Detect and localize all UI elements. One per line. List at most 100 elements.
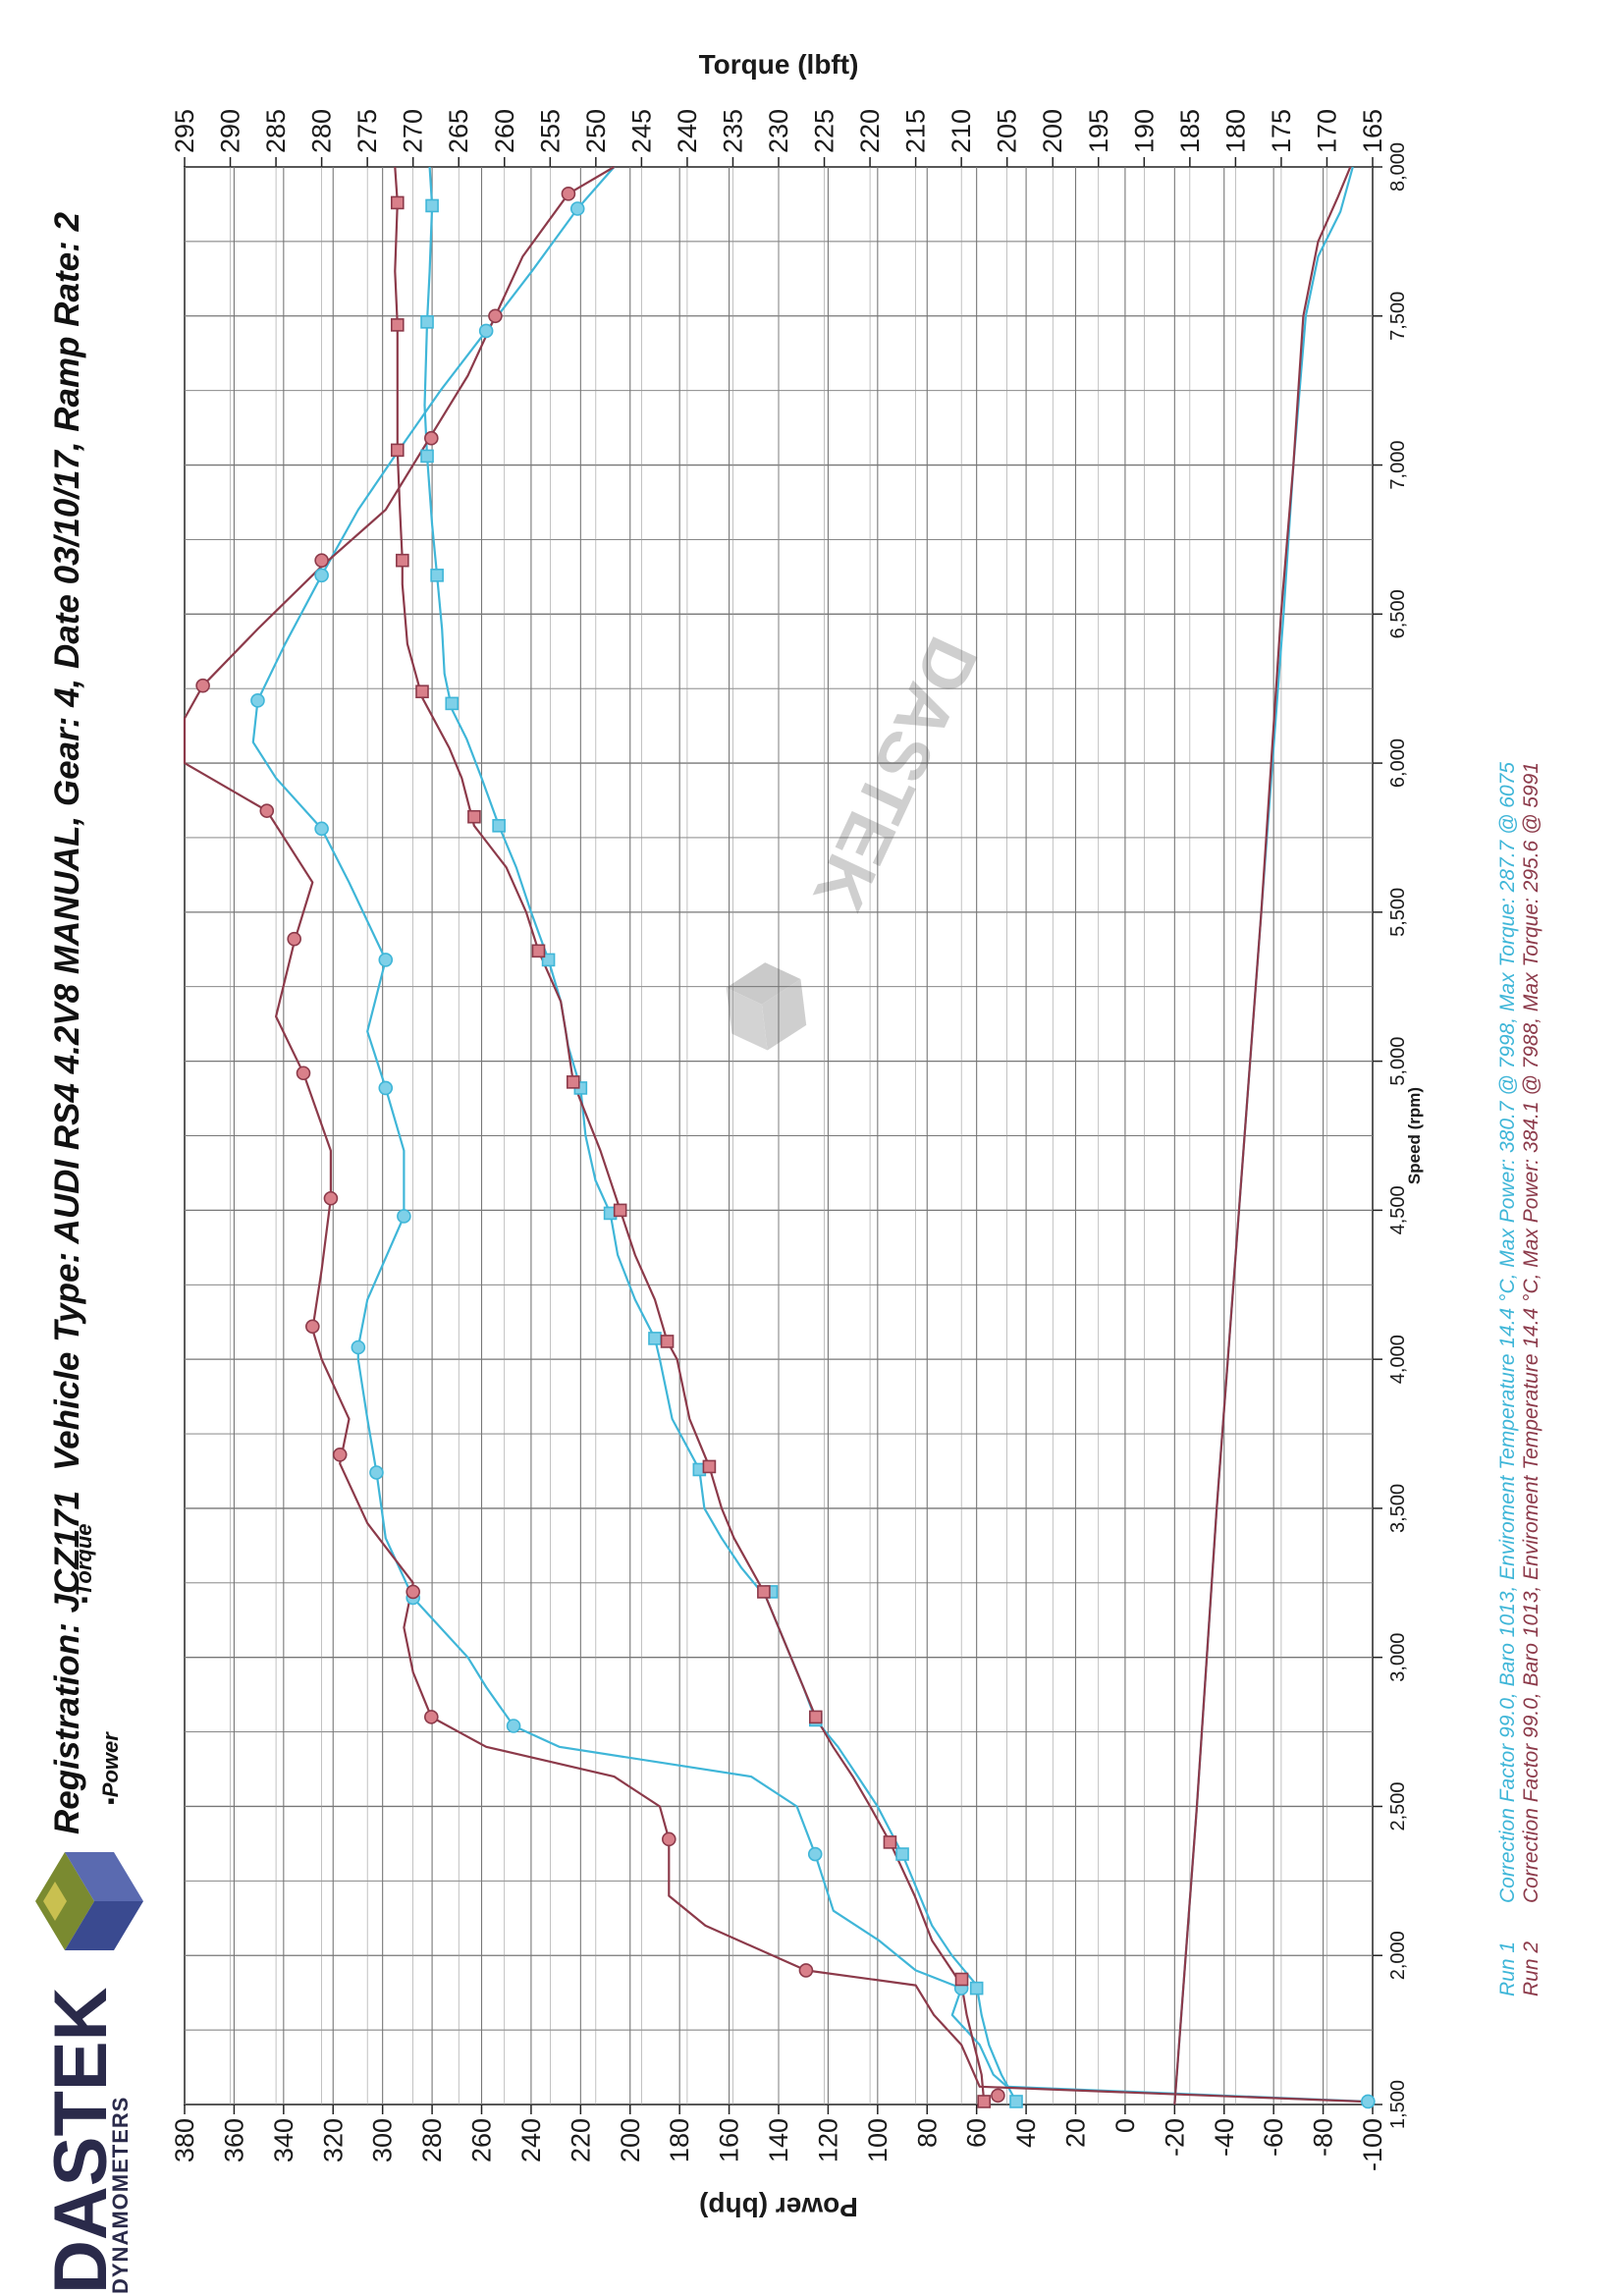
plot-area: 1,500 2,000 2,500 3,000 3,500 4,000 4,500 5,000… bbox=[170, 49, 1424, 2222]
y2-tick-label: 215 bbox=[901, 109, 931, 153]
run-2-power-marker bbox=[757, 1585, 771, 1599]
y-tick-label: 300 bbox=[368, 2118, 398, 2162]
run-1-power-marker bbox=[430, 569, 444, 582]
vehicle-label: Vehicle Type: AUDI RS4 4.2V8 MANUAL, Gea… bbox=[48, 212, 86, 1471]
run-2-torque-marker bbox=[305, 1319, 320, 1335]
x-tick-label: 3,500 bbox=[1387, 1484, 1409, 1533]
cube-logo-icon bbox=[35, 1852, 143, 1950]
y-tick-label: -20 bbox=[1160, 2118, 1189, 2157]
y-tick-label: 40 bbox=[1011, 2118, 1041, 2148]
run-2-power-marker bbox=[613, 1203, 627, 1218]
y-tick-label: 240 bbox=[516, 2118, 546, 2162]
y2-tick-label: 285 bbox=[261, 109, 291, 153]
y-tick-label: 280 bbox=[417, 2118, 447, 2162]
y2-tick-label: 210 bbox=[947, 109, 976, 153]
x-tick-label: 7,000 bbox=[1387, 441, 1409, 490]
run-2-power-marker bbox=[977, 2095, 992, 2108]
y2-tick-label: 180 bbox=[1220, 109, 1250, 153]
run-1-torque-marker bbox=[351, 1339, 366, 1355]
registration-label: Registration: JCZ171 bbox=[48, 1491, 86, 1834]
run-1-torque-marker bbox=[369, 1465, 384, 1480]
y2-tick-label: 275 bbox=[352, 109, 382, 153]
y2-tick-label: 220 bbox=[855, 109, 885, 153]
y2-tick-label: 235 bbox=[718, 109, 747, 153]
y2-tick-label: 270 bbox=[399, 109, 428, 153]
run2-label: Run 2 bbox=[1520, 1941, 1542, 1996]
x-tick-label: 8,000 bbox=[1387, 142, 1409, 191]
x-tick-label: 3,000 bbox=[1387, 1633, 1409, 1682]
x-tick-label: 1,500 bbox=[1387, 2080, 1409, 2129]
y2-tick-label: 240 bbox=[673, 109, 702, 153]
y2-tick-label: 255 bbox=[535, 109, 565, 153]
watermark-text: DASTEK bbox=[798, 626, 993, 922]
run-2-torque-marker bbox=[798, 1963, 814, 1978]
y-tick-label: 360 bbox=[219, 2118, 248, 2162]
vehicle-title: Registration: JCZ171 Vehicle Type: AUDI R… bbox=[48, 212, 86, 1834]
run-2-power-marker bbox=[467, 809, 481, 824]
y2-tick-label: 190 bbox=[1129, 109, 1159, 153]
run-1-torque-marker bbox=[807, 1846, 823, 1862]
run-2-power-marker bbox=[390, 195, 405, 210]
run1-summary: Correction Factor 99.0, Baro 1013, Envir… bbox=[1496, 762, 1519, 1903]
y-tick-label: 180 bbox=[665, 2118, 694, 2162]
run-2-torque-marker bbox=[259, 803, 275, 818]
run-1-power-marker bbox=[648, 1332, 662, 1345]
y-tick-label: -40 bbox=[1210, 2118, 1239, 2157]
y-tick-label: 160 bbox=[715, 2118, 744, 2162]
torque-key-label: ▪Torque bbox=[72, 1523, 96, 1604]
run-2-power-line bbox=[394, 166, 986, 2103]
run-1-torque-marker bbox=[478, 323, 494, 339]
y-tick-label: -60 bbox=[1259, 2118, 1288, 2157]
y-tick-label: -100 bbox=[1358, 2118, 1387, 2171]
run-2-torque-marker bbox=[323, 1190, 339, 1206]
run-1-power-marker bbox=[445, 696, 460, 711]
run-2-loss-line bbox=[1173, 166, 1352, 2105]
run-2-torque-marker bbox=[991, 2088, 1005, 2104]
y-tick-label: 220 bbox=[566, 2118, 595, 2162]
run-2-torque-marker bbox=[488, 308, 503, 324]
y-tick-label: 380 bbox=[170, 2118, 199, 2162]
run-2-torque-marker bbox=[406, 1584, 420, 1600]
y-tick-label: 140 bbox=[764, 2118, 793, 2162]
run-1-power-marker bbox=[492, 819, 506, 833]
y2-tick-label: 280 bbox=[307, 109, 337, 153]
y2-tick-label: 260 bbox=[490, 109, 519, 153]
x-tick-label: 2,500 bbox=[1387, 1781, 1409, 1831]
run-2-power-marker bbox=[415, 684, 429, 699]
x-tick-label: 2,000 bbox=[1387, 1931, 1409, 1980]
y-tick-label: 60 bbox=[962, 2118, 992, 2148]
y-tick-label: 200 bbox=[616, 2118, 645, 2162]
run-2-power-marker bbox=[396, 553, 409, 568]
x-tick-label: 4,500 bbox=[1387, 1185, 1409, 1234]
y-tick-label: 120 bbox=[813, 2118, 842, 2162]
run-1-torque-marker bbox=[1361, 2094, 1376, 2109]
x-tick-label: 6,500 bbox=[1387, 589, 1409, 638]
y2-tick-label: 170 bbox=[1312, 109, 1341, 153]
y-tick-label: 320 bbox=[318, 2118, 348, 2162]
run-2-torque-line bbox=[183, 166, 1364, 2104]
y2-axis-label: Torque (lbft) bbox=[699, 49, 859, 80]
logo-subtext: DYNAMOMETERS bbox=[108, 2097, 133, 2294]
y2-tick-label: 165 bbox=[1358, 109, 1387, 153]
y-tick-label: -80 bbox=[1309, 2118, 1338, 2157]
run-1-torque-marker bbox=[314, 821, 329, 837]
run-1-torque-marker bbox=[569, 201, 585, 216]
y-axis-label: Power (bhp) bbox=[699, 2192, 858, 2222]
y2-tick-label: 230 bbox=[764, 109, 793, 153]
y2-tick-label: 205 bbox=[993, 109, 1022, 153]
x-tick-label: 5,000 bbox=[1387, 1037, 1409, 1086]
run1-label: Run 1 bbox=[1496, 1941, 1519, 1996]
run-2-power-marker bbox=[390, 443, 405, 458]
run-1-power-marker bbox=[969, 1981, 984, 1995]
run-1-power-marker bbox=[420, 449, 434, 464]
run-2-torque-marker bbox=[662, 1831, 676, 1847]
y2-tick-label: 265 bbox=[444, 109, 473, 153]
run-2-power-marker bbox=[531, 944, 546, 958]
y-tick-label: 80 bbox=[912, 2118, 942, 2148]
x-tick-label: 4,000 bbox=[1387, 1335, 1409, 1384]
run-1-torque-marker bbox=[378, 1080, 394, 1096]
y-tick-label: 100 bbox=[863, 2118, 893, 2162]
run-2-power-marker bbox=[702, 1459, 717, 1474]
run-1-power-marker bbox=[425, 198, 439, 213]
